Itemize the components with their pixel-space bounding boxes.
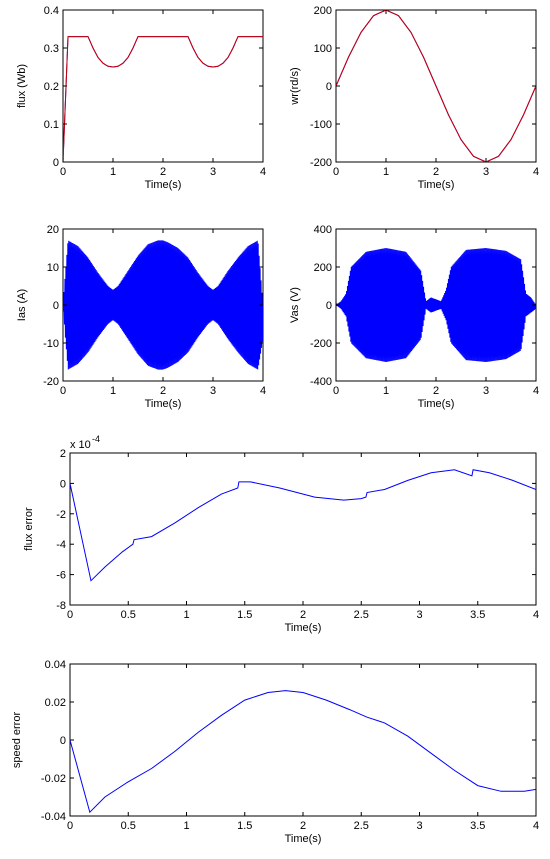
y-tick-label: -100 (310, 119, 332, 131)
x-tick-label: 1 (183, 609, 189, 621)
y-tick-label: -200 (310, 338, 332, 350)
y-tick-label: 2 (60, 448, 66, 460)
y-tick-label: 0 (60, 478, 66, 490)
x-tick-label: 4 (533, 166, 539, 178)
x-tick-label: 3 (483, 385, 489, 397)
y-tick-label: 0.1 (44, 119, 59, 131)
x-tick-label: 4 (260, 385, 266, 397)
x-tick-label: 4 (260, 166, 266, 178)
plot-frame (62, 9, 264, 163)
series-line-red (336, 10, 536, 162)
x-tick-label: 2 (160, 166, 166, 178)
x-axis-label: Time(s) (145, 398, 182, 410)
x-tick-label: 2 (300, 820, 306, 832)
x-tick-label: 3 (210, 385, 216, 397)
x-tick-label: 3.5 (470, 820, 485, 832)
y-tick-label: 10 (47, 262, 59, 274)
chart-voltage: 0 1 2 3 4 -400 -200 0 200 400 Time(s) Vas (V) (289, 224, 539, 410)
x-axis-label: Time(s) (285, 833, 322, 845)
y-axis-label: flux (Wb) (16, 64, 28, 108)
y-tick-label: -0.02 (41, 773, 66, 785)
x-tick-label: 3 (210, 166, 216, 178)
y-tick-label: -8 (56, 600, 66, 612)
y-tick-label: 0.04 (45, 659, 66, 671)
x-axis-label: Time(s) (418, 398, 455, 410)
x-tick-label: 2.5 (354, 820, 369, 832)
y-axis-label: flux error (23, 507, 35, 551)
x-tick-label: 2 (300, 609, 306, 621)
y-tick-label: 0.2 (44, 81, 59, 93)
x-tick-label: 1 (110, 166, 116, 178)
y-tick-label: -4 (56, 539, 66, 551)
y-tick-label: -10 (43, 338, 59, 350)
x-tick-label: 2 (160, 385, 166, 397)
x-tick-label: 3.5 (470, 609, 485, 621)
x-tick-label: 3 (483, 166, 489, 178)
x-tick-label: 0 (60, 385, 66, 397)
y-tick-label: 0 (60, 735, 66, 747)
plot-frame (69, 663, 537, 817)
series-line-blue (70, 469, 536, 582)
y-axis-label: Vas (V) (289, 287, 301, 323)
x-tick-label: 1 (110, 385, 116, 397)
y-tick-label: 0.02 (45, 697, 66, 709)
chart-flux: 0 1 2 3 4 0 0.1 0.2 0.3 0.4 Time(s) flux (Wb) (16, 5, 266, 191)
chart-current: 0 1 2 3 4 -20 -10 0 10 20 Time(s) Ias (A) (16, 224, 266, 410)
axis-multiplier: x 10 (70, 439, 91, 451)
y-tick-label: -20 (43, 376, 59, 388)
y-axis-label: Ias (A) (16, 289, 28, 321)
x-tick-label: 2 (433, 385, 439, 397)
x-tick-label: 0.5 (121, 609, 136, 621)
x-tick-label: 1.5 (237, 820, 252, 832)
y-tick-label: 0.3 (44, 43, 59, 55)
y-tick-label: 0.4 (44, 5, 59, 17)
y-tick-label: -6 (56, 570, 66, 582)
series-line-blue (70, 690, 536, 814)
x-axis-label: Time(s) (145, 179, 182, 191)
chart-speed_error: 0 0.5 1 1.5 2 2.5 3 3.5 4 -0.04 -0.02 0 0.02 0.04 Time… (11, 659, 539, 845)
x-tick-label: 0 (333, 166, 339, 178)
x-tick-label: 1 (383, 166, 389, 178)
y-tick-label: -400 (310, 376, 332, 388)
y-tick-label: 200 (314, 5, 332, 17)
plot-frame (69, 452, 537, 606)
y-tick-label: 0 (326, 300, 332, 312)
x-tick-label: 3 (416, 820, 422, 832)
x-tick-label: 4 (533, 609, 539, 621)
x-axis-label: Time(s) (285, 622, 322, 634)
y-tick-label: -2 (56, 509, 66, 521)
x-tick-label: 1.5 (237, 609, 252, 621)
x-tick-label: 4 (533, 820, 539, 832)
x-tick-label: 0 (333, 385, 339, 397)
x-tick-label: 2.5 (354, 609, 369, 621)
chart-speed: 0 1 2 3 4 -200 -100 0 100 200 Time(s) wr(rd/s) (289, 5, 539, 191)
x-tick-label: 0 (60, 166, 66, 178)
y-tick-label: 0 (53, 157, 59, 169)
x-tick-label: 1 (383, 385, 389, 397)
series-line (336, 248, 536, 363)
y-tick-label: -0.04 (41, 811, 66, 823)
x-tick-label: 0 (67, 609, 73, 621)
series-line-red (63, 36, 263, 162)
y-tick-label: 200 (314, 262, 332, 274)
series-line (63, 240, 263, 370)
y-axis-label: speed error (11, 712, 23, 769)
x-tick-label: 2 (433, 166, 439, 178)
axis-multiplier-exponent: -4 (92, 434, 100, 444)
y-tick-label: 0 (326, 81, 332, 93)
y-tick-label: 100 (314, 43, 332, 55)
x-tick-label: 0.5 (121, 820, 136, 832)
x-tick-label: 3 (416, 609, 422, 621)
y-tick-label: 0 (53, 300, 59, 312)
x-axis-label: Time(s) (418, 179, 455, 191)
y-tick-label: -200 (310, 157, 332, 169)
y-tick-label: 400 (314, 224, 332, 236)
x-tick-label: 0 (67, 820, 73, 832)
x-tick-label: 1 (183, 820, 189, 832)
x-tick-label: 4 (533, 385, 539, 397)
y-tick-label: 20 (47, 224, 59, 236)
y-axis-label: wr(rd/s) (289, 67, 301, 105)
